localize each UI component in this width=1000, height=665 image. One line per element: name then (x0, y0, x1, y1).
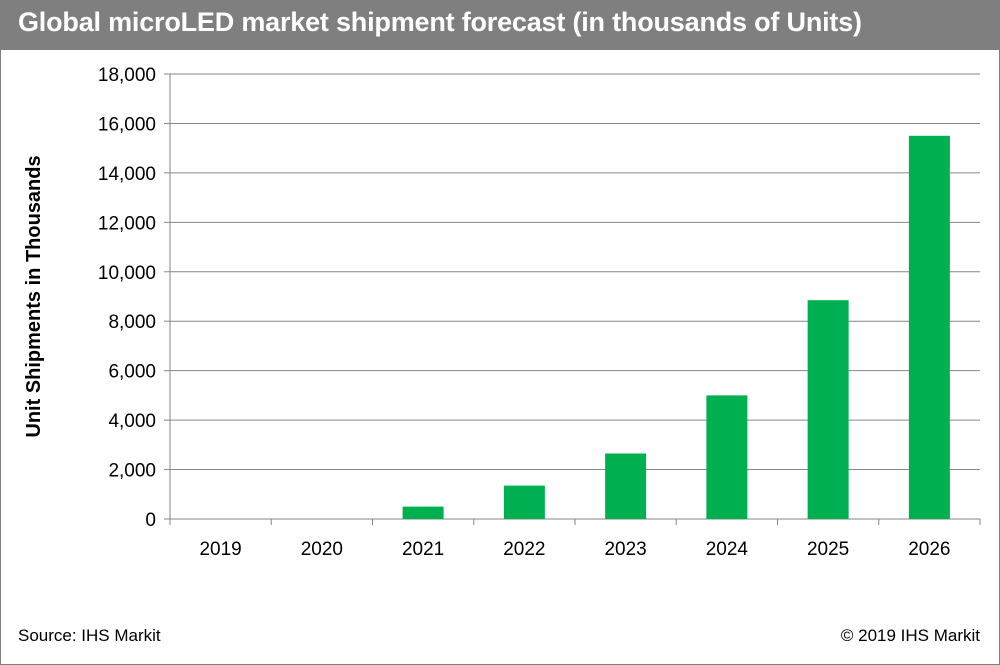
bar-2025 (807, 300, 849, 519)
bar-2021 (402, 506, 444, 519)
x-tick-label: 2020 (301, 539, 343, 560)
y-tick-label: 10,000 (98, 263, 156, 284)
x-tick-label: 2023 (604, 539, 646, 560)
x-tick-label: 2025 (807, 539, 849, 560)
bar-2024 (706, 395, 748, 519)
y-tick-label: 0 (145, 510, 156, 531)
copyright-note: © 2019 IHS Markit (840, 626, 980, 645)
bar-2022 (503, 485, 545, 519)
x-tick-label: 2024 (706, 539, 749, 560)
bar-2026 (908, 135, 950, 520)
bar-2023 (605, 453, 647, 519)
bar-chart: 0 2,000 4,000 6,000 8,000 10,000 12,000 14,000 1… (23, 65, 981, 560)
title-bar: Global microLED market shipment forecast… (0, 0, 1000, 50)
x-tick-label: 2022 (503, 539, 545, 560)
y-tick-label: 14,000 (98, 164, 156, 185)
x-tick-label: 2021 (402, 539, 444, 560)
y-axis-title: Unit Shipments in Thousands (23, 155, 45, 437)
y-tick-label: 8,000 (108, 312, 156, 333)
x-tick-label: 2026 (908, 539, 950, 560)
source-note: Source: IHS Markit (18, 626, 161, 645)
x-tick-label: 2019 (199, 539, 241, 560)
y-tick-label: 18,000 (98, 65, 156, 86)
y-tick-label: 4,000 (108, 411, 156, 432)
y-tick-label: 16,000 (98, 114, 156, 135)
chart-title: Global microLED market shipment forecast… (18, 7, 862, 37)
y-tick-label: 6,000 (108, 362, 156, 383)
y-tick-label: 12,000 (98, 213, 156, 234)
y-tick-label: 2,000 (108, 461, 156, 482)
